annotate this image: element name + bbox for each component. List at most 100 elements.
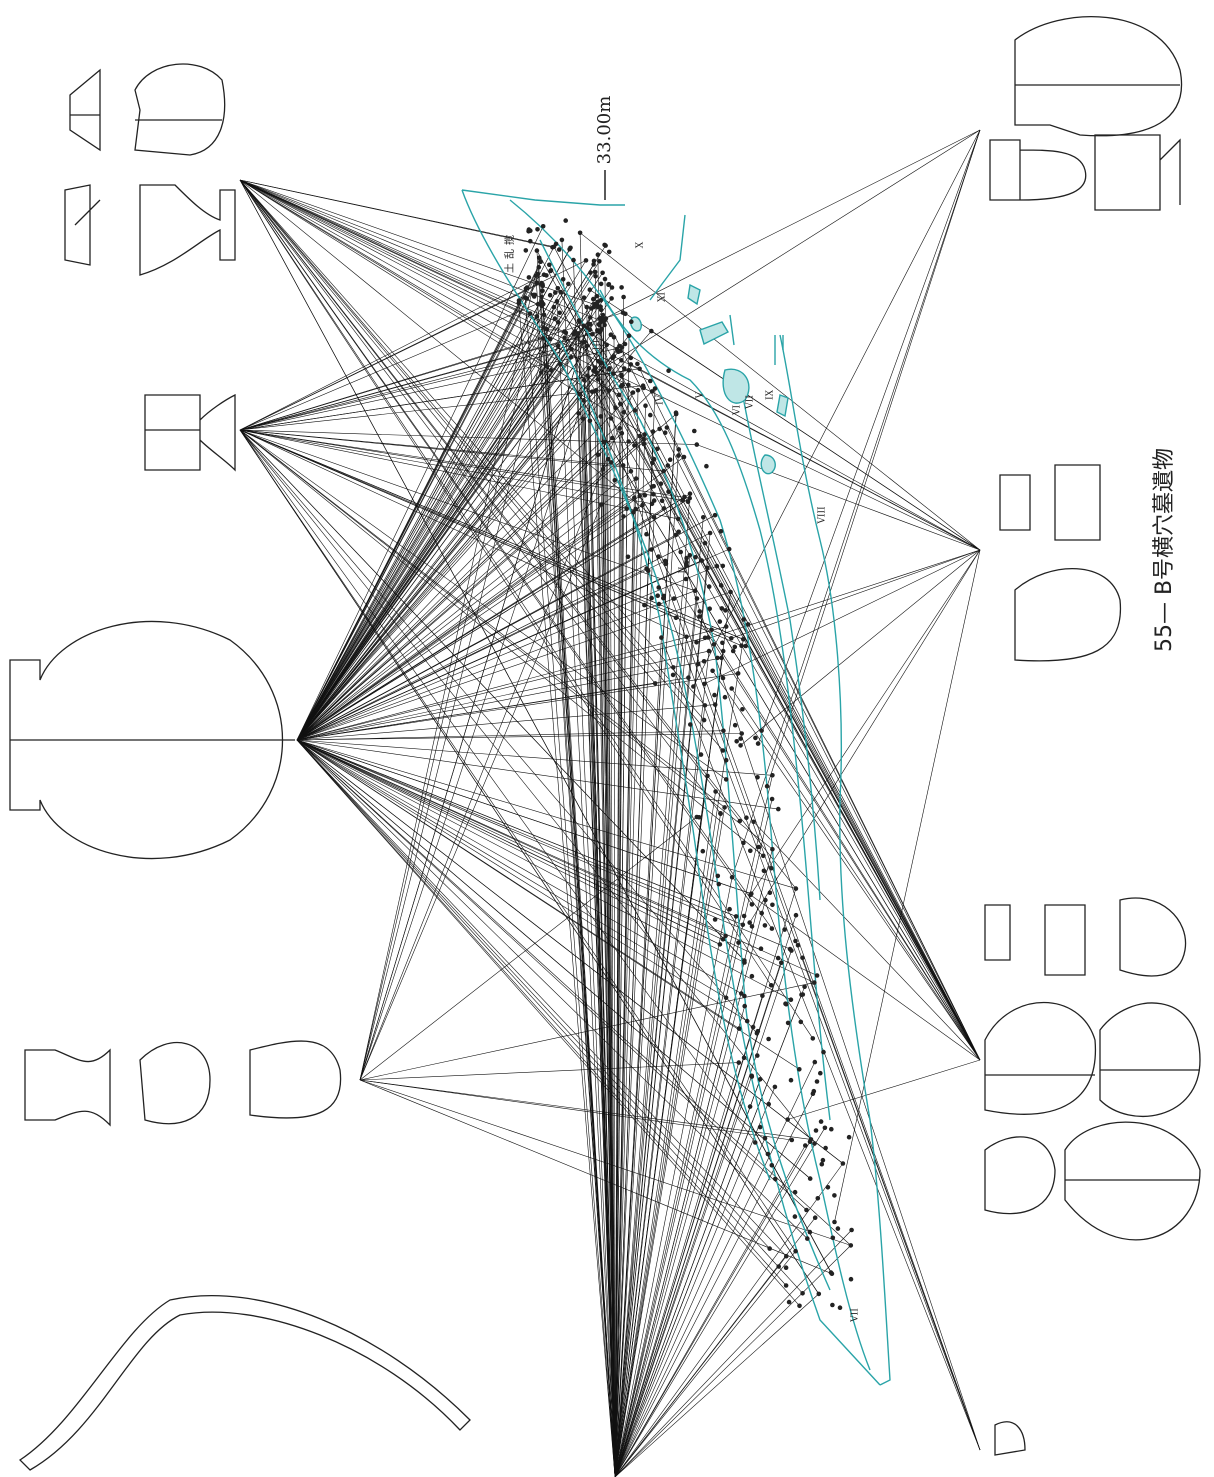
find-point <box>712 642 717 647</box>
find-point <box>544 364 549 369</box>
find-point <box>836 1226 841 1231</box>
find-point <box>649 596 654 601</box>
find-point <box>591 368 596 373</box>
find-point <box>720 641 725 646</box>
find-point <box>627 368 632 373</box>
pot <box>145 395 235 470</box>
connector-line <box>615 1087 775 1477</box>
find-point <box>650 461 655 466</box>
connector-line <box>297 329 602 740</box>
find-point <box>715 656 720 661</box>
connector-line <box>297 740 814 983</box>
find-point <box>540 288 545 293</box>
find-point <box>802 985 807 990</box>
find-point <box>811 1036 816 1041</box>
find-point <box>831 1236 836 1241</box>
find-point <box>808 1230 813 1235</box>
outline <box>650 215 820 900</box>
find-point <box>577 319 582 324</box>
find-point <box>598 414 603 419</box>
find-point <box>632 443 637 448</box>
find-point <box>790 1138 795 1143</box>
find-point <box>703 703 708 708</box>
find-point <box>548 269 553 274</box>
find-point <box>773 1085 778 1090</box>
connector-line <box>565 338 980 1060</box>
find-point <box>562 335 567 340</box>
find-point <box>813 1060 818 1065</box>
find-point <box>760 993 765 998</box>
layer-label: I <box>549 328 559 332</box>
pot <box>1000 465 1120 661</box>
find-point <box>769 866 774 871</box>
find-point <box>700 558 705 563</box>
find-point <box>648 413 653 418</box>
find-point <box>553 290 558 295</box>
find-point <box>736 671 741 676</box>
find-point <box>524 248 529 253</box>
find-point <box>819 1119 824 1124</box>
find-point <box>789 997 794 1002</box>
find-point <box>705 566 710 571</box>
find-point <box>763 1136 768 1141</box>
find-point <box>650 502 655 507</box>
find-point <box>619 384 624 389</box>
find-point <box>532 294 537 299</box>
find-point <box>634 476 639 481</box>
find-point <box>684 577 689 582</box>
find-point <box>741 637 746 642</box>
find-point <box>707 649 712 654</box>
find-point <box>713 917 718 922</box>
find-point <box>770 773 775 778</box>
find-point <box>590 389 595 394</box>
caption: 55— B号横穴墓遺物 <box>1152 448 1177 652</box>
find-point <box>770 1163 775 1168</box>
find-point <box>693 555 698 560</box>
find-point <box>641 437 646 442</box>
pot <box>985 1122 1200 1240</box>
find-point <box>635 362 640 367</box>
find-point <box>794 886 799 891</box>
find-point <box>721 649 726 654</box>
find-point <box>696 662 701 667</box>
find-point <box>751 1025 756 1030</box>
find-point <box>557 247 562 252</box>
connector-line <box>527 299 980 551</box>
find-point <box>793 1249 798 1254</box>
find-point <box>599 282 604 287</box>
find-point <box>719 583 724 588</box>
find-point <box>797 1067 802 1072</box>
find-point <box>660 499 665 504</box>
find-point <box>741 841 746 846</box>
find-point <box>637 494 642 499</box>
connector-line <box>297 335 611 740</box>
find-point <box>650 484 655 489</box>
find-point <box>539 370 544 375</box>
layer-label: VII <box>851 1308 861 1323</box>
find-point <box>766 1037 771 1042</box>
connector-line <box>240 180 752 904</box>
find-point <box>701 849 706 854</box>
find-point <box>759 728 764 733</box>
find-point <box>805 1236 810 1241</box>
find-point <box>555 299 560 304</box>
find-point <box>623 312 628 317</box>
find-point <box>613 478 618 483</box>
find-point <box>761 854 766 859</box>
find-point <box>784 1002 789 1007</box>
find-point <box>741 923 746 928</box>
connector-line <box>240 180 796 889</box>
find-point <box>766 1102 771 1107</box>
find-point <box>627 333 632 338</box>
find-point <box>703 541 708 546</box>
find-point <box>629 362 634 367</box>
connector-line <box>613 374 980 550</box>
find-point <box>815 1079 820 1084</box>
find-point <box>624 506 629 511</box>
find-point <box>738 743 743 748</box>
find-point <box>765 784 770 789</box>
find-point <box>742 1004 747 1009</box>
find-point <box>611 371 616 376</box>
find-point <box>656 585 661 590</box>
find-point <box>644 532 649 537</box>
